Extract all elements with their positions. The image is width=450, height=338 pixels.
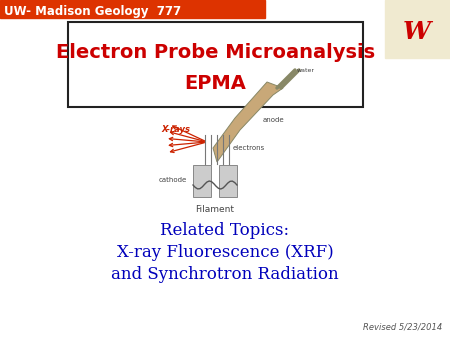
Text: W: W	[403, 20, 431, 44]
Text: Related Topics:: Related Topics:	[161, 222, 289, 239]
Text: and Synchrotron Radiation: and Synchrotron Radiation	[111, 266, 339, 283]
Text: cathode: cathode	[159, 177, 187, 183]
Bar	[0, 0, 265, 18]
Text: EPMA: EPMA	[184, 74, 247, 93]
Text: Electron Probe Microanalysis: Electron Probe Microanalysis	[56, 43, 375, 62]
Text: water: water	[297, 68, 315, 72]
Text: UW- Madison Geology  777: UW- Madison Geology 777	[4, 5, 181, 19]
Text: X-rays: X-rays	[161, 125, 190, 135]
Text: Revised 5/23/2014: Revised 5/23/2014	[363, 323, 442, 332]
Bar	[193, 165, 211, 197]
Bar	[68, 22, 363, 107]
Text: X-ray Fluorescence (XRF): X-ray Fluorescence (XRF)	[117, 244, 333, 261]
Text: anode: anode	[263, 117, 284, 123]
Bar	[385, 0, 450, 58]
Bar	[219, 165, 237, 197]
Text: electrons: electrons	[233, 145, 265, 151]
Polygon shape	[213, 82, 283, 162]
Text: Filament: Filament	[195, 205, 234, 214]
